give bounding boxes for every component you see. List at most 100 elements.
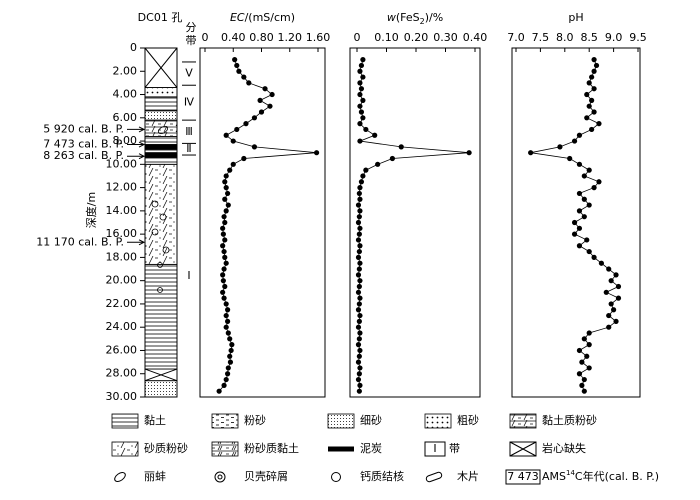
- x-tick-label: 0: [202, 31, 209, 44]
- data-point: [355, 307, 362, 313]
- data-point: [225, 318, 231, 324]
- data-point: [375, 161, 381, 167]
- data-point: [581, 388, 587, 394]
- x-tick-label: 7.0: [507, 31, 525, 44]
- data-point: [584, 115, 590, 121]
- data-point: [258, 109, 265, 115]
- data-point: [223, 301, 229, 307]
- data-point: [227, 167, 233, 173]
- zone-label: Ⅴ: [185, 67, 193, 80]
- data-point: [222, 254, 228, 260]
- legend-label-part: 丽蚌: [144, 470, 166, 483]
- data-point: [591, 109, 597, 115]
- y-tick-label: 28.00: [106, 367, 138, 380]
- lithology-layer: [144, 136, 178, 145]
- shell-fragment-icon: [157, 262, 163, 268]
- legend-label: 带: [449, 442, 460, 455]
- data-point: [223, 208, 229, 214]
- column-frame: [144, 47, 178, 398]
- data-point: [584, 353, 590, 359]
- data-point: [223, 260, 229, 266]
- data-point: [356, 266, 362, 272]
- data-point: [355, 376, 362, 383]
- x-tick-label: 0.30: [433, 31, 458, 44]
- lithology-layer: [144, 110, 178, 121]
- legend-label-part: 砂质粉砂: [144, 442, 188, 455]
- data-point: [356, 283, 362, 290]
- data-point: [466, 150, 472, 156]
- data-point: [356, 214, 362, 220]
- data-point: [230, 138, 236, 144]
- legend-label: 黏土: [144, 413, 166, 427]
- data-point: [356, 318, 362, 324]
- zone-label: Ⅳ: [184, 96, 195, 109]
- y-tick-label: 0: [130, 41, 137, 54]
- legend-icon: [214, 471, 226, 483]
- data-point: [355, 254, 362, 260]
- data-point: [220, 225, 226, 231]
- data-point: [216, 388, 222, 394]
- y-tick-label: 2.00: [113, 64, 138, 77]
- data-point: [398, 144, 404, 150]
- data-point: [591, 68, 597, 74]
- legend-swatch: [328, 446, 354, 452]
- title-part: EC: [230, 11, 245, 24]
- data-point: [591, 86, 597, 92]
- borehole-title: DC01 孔: [138, 11, 183, 24]
- data-point: [357, 382, 363, 388]
- data-point: [220, 278, 226, 284]
- data-point: [576, 208, 583, 214]
- x-tick-label: 0: [354, 31, 361, 44]
- panel-frame: [199, 47, 326, 398]
- legend-label: AMS14C年代(cal. B. P.): [542, 469, 659, 483]
- data-point: [593, 62, 600, 69]
- data-point: [576, 190, 583, 197]
- legend-label-part: 钙质结核: [360, 469, 404, 483]
- data-point: [613, 272, 619, 278]
- data-point: [591, 57, 597, 63]
- legend-icon: [114, 472, 126, 482]
- age-arrow: [127, 153, 146, 160]
- legend-label: 木片: [457, 470, 479, 483]
- data-point: [355, 237, 362, 243]
- age-arrow: [127, 141, 146, 148]
- data-point: [220, 289, 226, 295]
- data-point: [613, 318, 619, 324]
- legend-icon: [217, 474, 223, 480]
- data-point: [223, 312, 229, 319]
- y-tick-label: 16.00: [106, 227, 138, 240]
- data-point: [606, 324, 612, 330]
- data-point: [608, 278, 614, 284]
- y-tick-label: 8.00: [113, 134, 138, 147]
- data-point: [586, 365, 592, 371]
- data-point: [360, 97, 366, 103]
- x-tick-label: 8.5: [580, 31, 598, 44]
- data-point: [586, 342, 592, 348]
- zone-label: Ⅱ: [186, 142, 191, 155]
- data-point: [576, 243, 583, 249]
- data-point: [251, 115, 258, 121]
- data-point: [598, 260, 605, 266]
- lithology-layer: [144, 156, 178, 165]
- data-point: [557, 144, 563, 150]
- lithology-layer: [144, 96, 178, 112]
- data-point: [221, 266, 227, 272]
- data-point: [313, 150, 320, 156]
- data-point: [356, 248, 362, 255]
- data-point: [358, 86, 365, 92]
- y-tick-label: 14.00: [106, 204, 138, 217]
- legend-label-part: 岩心缺失: [542, 441, 586, 455]
- shell-fragment-icon: [157, 287, 163, 293]
- data-point: [571, 138, 578, 144]
- legend-label-part: 14: [566, 469, 575, 477]
- data-point: [355, 219, 362, 226]
- data-point: [355, 324, 362, 330]
- data-point: [227, 359, 234, 365]
- y-tick-label: 22.00: [106, 297, 138, 310]
- data-point: [246, 80, 252, 86]
- data-point: [576, 225, 583, 231]
- data-point: [576, 371, 583, 377]
- data-point: [589, 74, 595, 80]
- data-point: [357, 295, 363, 301]
